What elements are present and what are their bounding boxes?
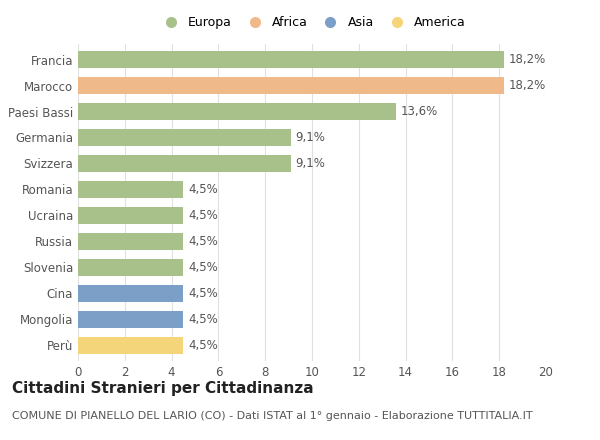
Bar: [78, 103, 396, 120]
Text: 18,2%: 18,2%: [509, 53, 546, 66]
Text: 4,5%: 4,5%: [188, 287, 218, 300]
Bar: [78, 233, 184, 250]
Text: 4,5%: 4,5%: [188, 235, 218, 248]
Bar: [78, 181, 184, 198]
Bar: [78, 77, 504, 94]
Text: 9,1%: 9,1%: [296, 131, 325, 144]
Bar: [78, 337, 184, 354]
Text: 4,5%: 4,5%: [188, 183, 218, 196]
Legend: Europa, Africa, Asia, America: Europa, Africa, Asia, America: [155, 14, 469, 32]
Bar: [78, 259, 184, 276]
Text: COMUNE DI PIANELLO DEL LARIO (CO) - Dati ISTAT al 1° gennaio - Elaborazione TUTT: COMUNE DI PIANELLO DEL LARIO (CO) - Dati…: [12, 411, 533, 422]
Bar: [78, 285, 184, 302]
Bar: [78, 51, 504, 68]
Bar: [78, 155, 291, 172]
Text: 9,1%: 9,1%: [296, 157, 325, 170]
Bar: [78, 129, 291, 146]
Text: 4,5%: 4,5%: [188, 339, 218, 352]
Bar: [78, 311, 184, 328]
Text: 18,2%: 18,2%: [509, 79, 546, 92]
Text: Cittadini Stranieri per Cittadinanza: Cittadini Stranieri per Cittadinanza: [12, 381, 314, 396]
Bar: [78, 207, 184, 224]
Text: 4,5%: 4,5%: [188, 209, 218, 222]
Text: 4,5%: 4,5%: [188, 261, 218, 274]
Text: 13,6%: 13,6%: [401, 105, 438, 118]
Text: 4,5%: 4,5%: [188, 313, 218, 326]
